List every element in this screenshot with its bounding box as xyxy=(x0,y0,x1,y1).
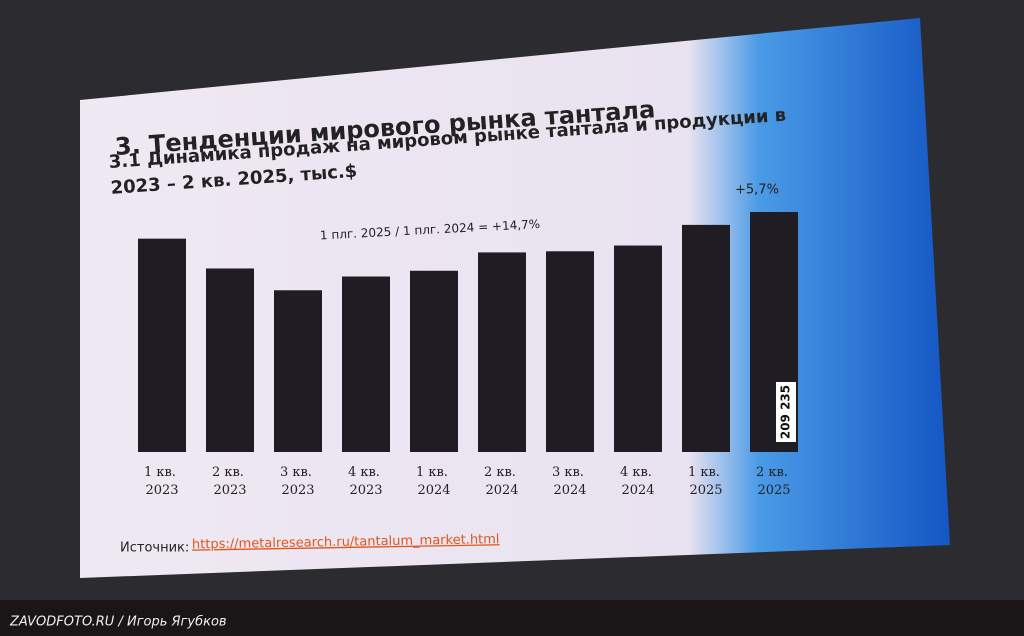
x-tick-label-line: 2024 xyxy=(485,483,518,498)
x-tick-label-line: 2023 xyxy=(281,483,314,498)
x-tick-label-line: 4 кв. xyxy=(620,465,656,480)
x-tick-label: 4 кв. 2023 xyxy=(348,465,384,498)
x-tick-label-line: 1 кв. xyxy=(688,465,724,480)
bar xyxy=(410,270,458,452)
x-tick-label: 1 кв. 2023 xyxy=(144,465,180,498)
x-tick-label-line: 2023 xyxy=(145,483,178,498)
value-label-bg xyxy=(776,382,796,442)
x-tick-label-line: 2024 xyxy=(417,483,450,498)
x-tick-label: 3 кв. 2024 xyxy=(552,465,588,498)
x-tick-label-line: 3 кв. xyxy=(280,465,316,480)
x-tick-label-line: 3 кв. xyxy=(552,465,588,480)
x-tick-label-line: 1 кв. xyxy=(144,465,180,480)
x-tick-label: 2 кв. 2024 xyxy=(484,465,520,498)
bar xyxy=(682,224,730,452)
x-tick-label-line: 2 кв. xyxy=(484,465,520,480)
x-tick-label: 3 кв. 2023 xyxy=(280,465,316,498)
value-label: 209 235 xyxy=(779,385,793,439)
x-tick-label-line: 2024 xyxy=(621,483,654,498)
bar xyxy=(478,252,526,452)
x-tick-label-line: 2 кв. xyxy=(756,465,792,480)
x-tick-label-line: 4 кв. xyxy=(348,465,384,480)
bar xyxy=(206,268,254,452)
x-tick-label-line: 2025 xyxy=(757,483,790,498)
x-tick-label: 2 кв. 2023 xyxy=(212,465,248,498)
x-tick-label-line: 2 кв. xyxy=(212,465,248,480)
x-tick-label-line: 1 кв. xyxy=(416,465,452,480)
bar xyxy=(342,276,390,452)
x-tick-label-line: 2024 xyxy=(553,483,586,498)
x-tick-label: 1 кв. 2024 xyxy=(416,465,452,498)
annotation: +5,7% xyxy=(735,183,779,198)
source-label: Источник: xyxy=(120,541,189,556)
watermark: ZAVODFOTO.RU / Игорь Ягубков xyxy=(9,615,227,630)
x-tick-label: 4 кв. 2024 xyxy=(620,465,656,498)
x-tick-label: 2 кв. 2025 xyxy=(756,465,792,498)
bar xyxy=(138,238,186,452)
source-link[interactable]: https://metalresearch.ru/tantalum_market… xyxy=(192,532,500,552)
bar xyxy=(274,290,322,452)
table-edge xyxy=(0,600,1024,636)
bar xyxy=(546,251,594,452)
bar xyxy=(614,245,662,452)
x-tick-label-line: 2025 xyxy=(689,483,722,498)
x-tick-label-line: 2023 xyxy=(349,483,382,498)
x-tick-label: 1 кв. 2025 xyxy=(688,465,724,498)
x-tick-label-line: 2023 xyxy=(213,483,246,498)
